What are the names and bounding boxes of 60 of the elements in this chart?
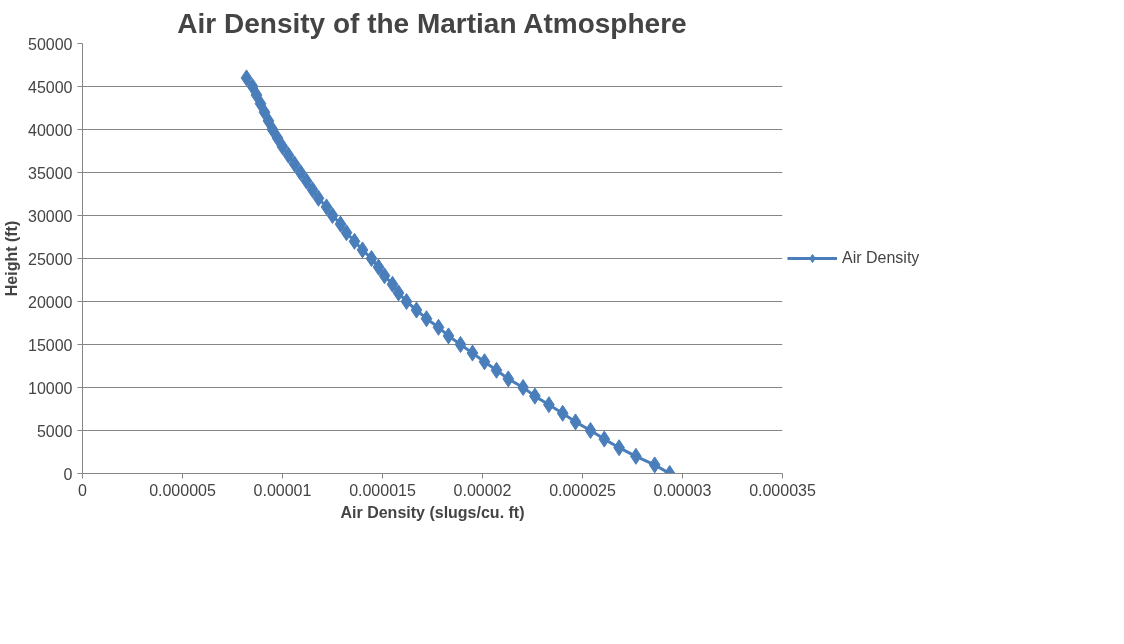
x-tick-label: 0.000005 (149, 481, 216, 499)
point (246, 78, 259, 95)
point (378, 267, 391, 285)
point (648, 456, 661, 474)
point (584, 422, 597, 439)
y-tick-label: 50000 (28, 35, 73, 53)
point (466, 344, 479, 362)
point (294, 164, 307, 181)
chart-title: Air Density of the Martian Atmosphere (177, 7, 687, 39)
point (392, 284, 405, 302)
y-tick-label: 45000 (28, 78, 73, 96)
point (320, 198, 333, 216)
point (569, 413, 582, 431)
y-tick-label: 10000 (28, 379, 73, 397)
point (386, 275, 399, 293)
legend-label: Air Density (842, 249, 920, 267)
point (420, 310, 433, 328)
point (282, 146, 295, 164)
point (454, 336, 467, 353)
x-tick-label: 0.000025 (549, 481, 616, 499)
x-axis-title: Air Density (slugs/cu. ft) (340, 503, 525, 521)
y-tick-label: 5000 (36, 422, 73, 440)
point (271, 129, 284, 147)
point (340, 224, 353, 242)
point (326, 207, 339, 224)
point (276, 138, 289, 156)
y-tick-label: 15000 (28, 336, 73, 354)
point (306, 181, 319, 199)
point (365, 250, 378, 267)
x-tick-label: 0 (78, 481, 88, 499)
y-tick-label: 35000 (28, 164, 73, 182)
y-tick-label: 25000 (28, 250, 73, 268)
point (556, 404, 569, 422)
y-tick-label: 0 (63, 465, 73, 483)
point (240, 69, 253, 87)
point (442, 327, 455, 345)
point (598, 430, 611, 448)
point (478, 353, 491, 371)
point (348, 232, 361, 250)
point (300, 172, 313, 190)
y-tick-label: 40000 (28, 121, 73, 139)
x-tick-label: 0.00001 (253, 481, 312, 499)
point (400, 293, 413, 310)
point (410, 301, 423, 319)
point (517, 379, 529, 396)
point (372, 258, 385, 276)
point (356, 241, 369, 259)
x-tick-label: 0.00002 (453, 481, 512, 499)
point (288, 155, 301, 173)
x-tick-label: 0.00003 (653, 481, 712, 499)
x-tick-label: 0.000035 (749, 481, 816, 499)
point (334, 215, 347, 233)
point (490, 361, 503, 379)
y-axis-title: Height (ft) (3, 220, 21, 297)
point (502, 370, 515, 388)
x-tick-label: 0.000015 (349, 481, 416, 499)
point (432, 318, 445, 336)
y-tick-label: 20000 (28, 293, 73, 311)
y-tick-label: 30000 (28, 207, 73, 225)
point (312, 189, 325, 207)
